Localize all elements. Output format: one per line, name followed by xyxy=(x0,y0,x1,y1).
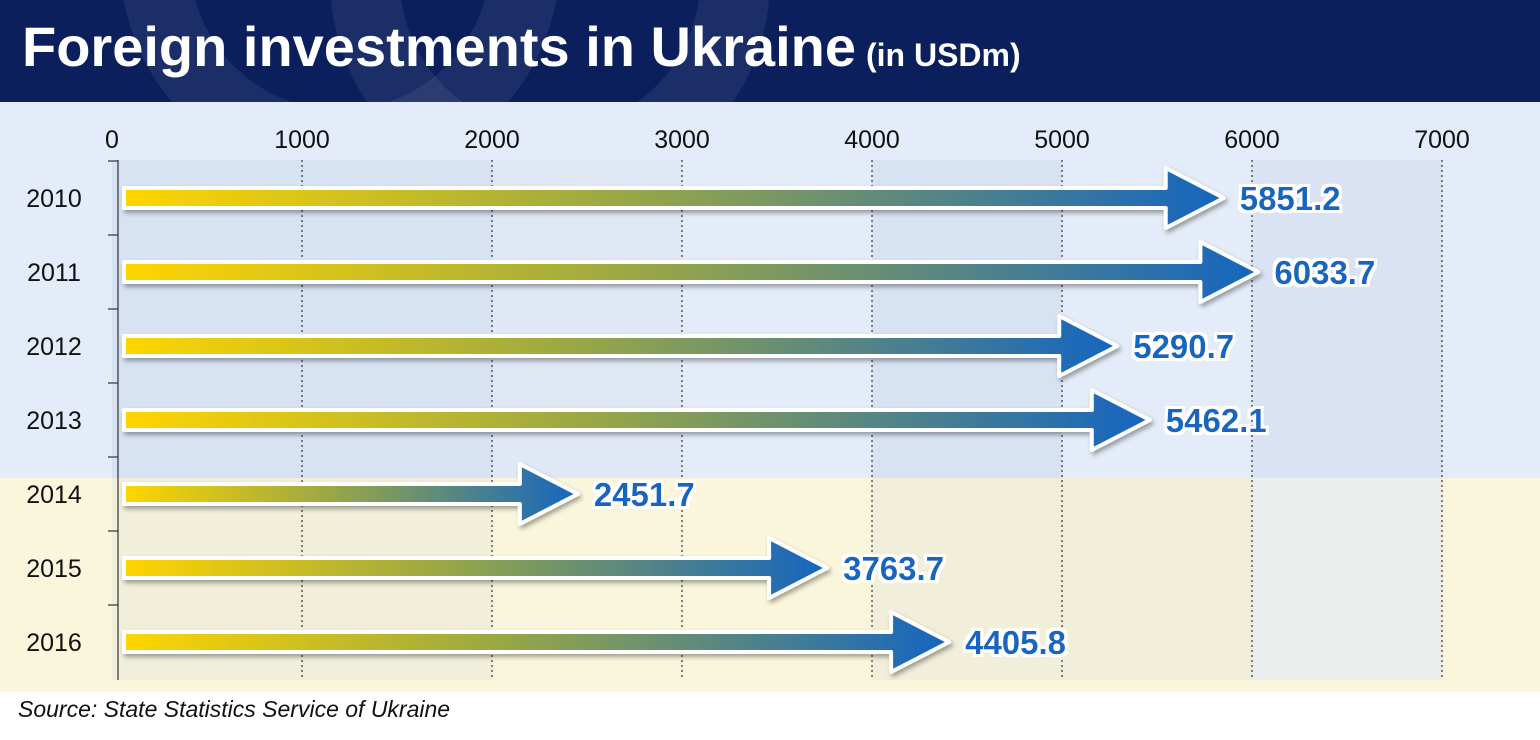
category-label: 2015 xyxy=(26,555,82,583)
bar-arrow xyxy=(122,388,1152,452)
x-tick-label: 5000 xyxy=(1034,126,1090,154)
category-label: 2010 xyxy=(26,185,82,213)
plot-shade xyxy=(1252,478,1442,680)
bar-arrow xyxy=(122,166,1226,230)
bar-arrow xyxy=(122,462,580,526)
x-tick-label: 1000 xyxy=(274,126,330,154)
value-label: 3763.7 xyxy=(843,550,944,587)
value-labels: 5851.2 6033.7 5290.7 5462.1 2451.7 3763.7 4405… xyxy=(594,180,1376,661)
value-label: 6033.7 xyxy=(1274,254,1375,291)
chart-title: Foreign investments in Ukraine (in USDm) xyxy=(22,12,1021,90)
value-label: 5462.1 xyxy=(1166,402,1267,439)
value-label: 5290.7 xyxy=(1133,328,1234,365)
chart-header: Foreign investments in Ukraine (in USDm) xyxy=(0,0,1540,102)
x-tick-label: 2000 xyxy=(464,126,520,154)
bar-arrow xyxy=(122,536,830,600)
bar-arrow xyxy=(122,610,952,674)
x-tick-label: 7000 xyxy=(1414,126,1470,154)
bar-arrows xyxy=(122,166,1261,674)
x-axis-ticks: 0 1000 2000 3000 4000 5000 6000 7000 xyxy=(105,126,1470,154)
source-note: Source: State Statistics Service of Ukra… xyxy=(18,696,451,722)
chart-area: 0 1000 2000 3000 4000 5000 6000 7000 2010201120… xyxy=(0,102,1540,692)
category-label: 2011 xyxy=(27,259,81,287)
x-tick-label: 0 xyxy=(105,126,119,154)
chart-title-text: Foreign investments in Ukraine xyxy=(22,15,856,78)
bar-arrow xyxy=(122,314,1120,378)
y-axis-categories: 2010 2011 2012 2013 2014 2015 2016 xyxy=(26,185,82,657)
value-label: 2451.7 xyxy=(594,476,695,513)
category-label: 2014 xyxy=(26,481,82,509)
category-label: 2016 xyxy=(26,629,82,657)
bar-arrow xyxy=(122,240,1261,304)
value-label: 4405.8 xyxy=(965,624,1066,661)
x-tick-label: 3000 xyxy=(654,126,710,154)
category-label: 2012 xyxy=(26,333,82,361)
x-tick-label: 4000 xyxy=(844,126,900,154)
x-tick-label: 6000 xyxy=(1224,126,1280,154)
chart-subtitle: (in USDm) xyxy=(865,37,1021,73)
plot-shade xyxy=(1252,160,1442,478)
value-label: 5851.2 xyxy=(1240,180,1341,217)
category-label: 2013 xyxy=(26,407,82,435)
